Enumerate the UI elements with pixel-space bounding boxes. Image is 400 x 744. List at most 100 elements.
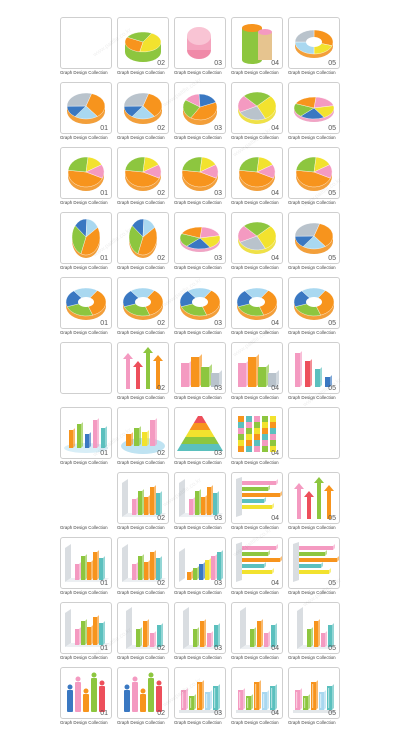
graph-thumbnail-11-5[interactable]: 05 Graph Design Collection [288, 667, 344, 730]
thumbnail-caption: Graph Design Collection [117, 330, 165, 335]
graph-thumbnail-6-3[interactable]: 03 Graph Design Collection [174, 342, 230, 405]
graph-thumbnail-7-4[interactable]: 04 Graph Design Collection [231, 407, 287, 470]
graph-thumbnail-1-3[interactable]: 03 Graph Design Collection [174, 17, 230, 80]
graph-thumbnail-4-1[interactable]: 01 Graph Design Collection [60, 212, 116, 275]
thumbnail-frame: 02 [117, 602, 169, 654]
thumbnail-caption: Graph Design Collection [60, 720, 108, 725]
graph-thumbnail-3-1[interactable]: 01 Graph Design Collection [60, 147, 116, 210]
thumbnail-frame: 03 [174, 342, 226, 394]
graph-thumbnail-10-2[interactable]: 02 Graph Design Collection [117, 602, 173, 665]
graph-thumbnail-8-1: Graph Design Collection [60, 472, 116, 535]
thumbnail-caption: Graph Design Collection [231, 330, 279, 335]
thumbnail-frame [60, 342, 112, 394]
graph-thumbnail-5-5[interactable]: 05 Graph Design Collection [288, 277, 344, 340]
thumbnail-caption: Graph Design Collection [288, 265, 336, 270]
graph-thumbnail-11-3[interactable]: 03 Graph Design Collection [174, 667, 230, 730]
thumbnail-frame: 03 [174, 17, 226, 69]
graph-thumbnail-10-3[interactable]: 03 Graph Design Collection [174, 602, 230, 665]
graph-thumbnail-3-4[interactable]: 04 Graph Design Collection [231, 147, 287, 210]
thumbnail-frame: 05 [288, 537, 340, 589]
chart-illustration-arrows-up [123, 347, 163, 389]
thumbnail-caption: Graph Design Collection [117, 200, 165, 205]
thumbnail-number: 04 [271, 580, 279, 587]
graph-thumbnail-9-2[interactable]: 02 Graph Design Collection [117, 537, 173, 600]
graph-thumbnail-7-1[interactable]: 01 Graph Design Collection [60, 407, 116, 470]
graph-thumbnail-6-2[interactable]: 02 Graph Design Collection [117, 342, 173, 405]
chart-illustration-bars-pink [295, 351, 332, 387]
thumbnail-frame: 03 [174, 537, 226, 589]
thumbnail-number: 02 [157, 190, 165, 197]
thumbnail-caption: Graph Design Collection [231, 655, 279, 660]
thumbnail-number: 03 [214, 450, 222, 457]
graph-thumbnail-8-5[interactable]: 05 Graph Design Collection [288, 472, 344, 535]
graph-thumbnail-5-3[interactable]: 03 Graph Design Collection [174, 277, 230, 340]
chart-illustration-bars-rising [179, 548, 223, 582]
thumbnail-number: 04 [271, 60, 279, 67]
chart-illustration-hbars [293, 542, 339, 582]
graph-thumbnail-6-4[interactable]: 04 Graph Design Collection [231, 342, 287, 405]
thumbnail-number: 03 [214, 190, 222, 197]
graph-thumbnail-8-4[interactable]: 04 Graph Design Collection [231, 472, 287, 535]
graph-thumbnail-3-3[interactable]: 03 Graph Design Collection [174, 147, 230, 210]
thumbnail-caption: Graph Design Collection [288, 720, 336, 725]
graph-thumbnail-9-3[interactable]: 03 Graph Design Collection [174, 537, 230, 600]
graph-thumbnail-9-1[interactable]: 01 Graph Design Collection [60, 537, 116, 600]
thumbnail-caption: Graph Design Collection [117, 655, 165, 660]
graph-thumbnail-4-3[interactable]: 03 Graph Design Collection [174, 212, 230, 275]
graph-thumbnail-11-1[interactable]: 01 Graph Design Collection [60, 667, 116, 730]
graph-thumbnail-2-2[interactable]: 02 Graph Design Collection [117, 82, 173, 145]
thumbnail-frame: 03 [174, 602, 226, 654]
chart-illustration-pie-explode [67, 156, 105, 191]
graph-thumbnail-1-2[interactable]: 02 Graph Design Collection [117, 17, 173, 80]
graph-thumbnail-4-5[interactable]: 05 Graph Design Collection [288, 212, 344, 275]
graph-thumbnail-6-1[interactable] [60, 342, 116, 405]
graph-thumbnail-10-4[interactable]: 04 Graph Design Collection [231, 602, 287, 665]
thumbnail-caption: Graph Design Collection [60, 590, 108, 595]
graph-thumbnail-8-2[interactable]: 02 Graph Design Collection [117, 472, 173, 535]
thumbnail-caption: Graph Design Collection [174, 200, 222, 205]
thumbnail-number: 03 [214, 320, 222, 327]
graph-thumbnail-6-5[interactable]: 05 Graph Design Collection [288, 342, 344, 405]
graph-thumbnail-7-5[interactable] [288, 407, 344, 470]
chart-illustration-blank [61, 18, 111, 68]
graph-thumbnail-5-4[interactable]: 04 Graph Design Collection [231, 277, 287, 340]
graph-thumbnail-5-2[interactable]: 02 Graph Design Collection [117, 277, 173, 340]
graph-thumbnail-1-1[interactable]: Graph Design Collection [60, 17, 116, 80]
graph-thumbnail-3-5[interactable]: 05 Graph Design Collection [288, 147, 344, 210]
thumbnail-frame: 04 [231, 407, 283, 459]
graph-thumbnail-10-5[interactable]: 05 Graph Design Collection [288, 602, 344, 665]
graph-thumbnail-2-1[interactable]: 01 Graph Design Collection [60, 82, 116, 145]
thumbnail-frame: 01 [60, 667, 112, 719]
thumbnail-number: 02 [157, 60, 165, 67]
thumbnail-number: 05 [328, 385, 336, 392]
graph-thumbnail-1-5[interactable]: 05 Graph Design Collection [288, 17, 344, 80]
graph-thumbnail-10-1[interactable]: 01 Graph Design Collection [60, 602, 116, 665]
graph-thumbnail-2-3[interactable]: 03 Graph Design Collection [174, 82, 230, 145]
chart-illustration-blank [61, 343, 111, 393]
graph-thumbnail-5-1[interactable]: 01 Graph Design Collection [60, 277, 116, 340]
graph-thumbnail-9-5[interactable]: 05 Graph Design Collection [288, 537, 344, 600]
thumbnail-frame: 05 [288, 342, 340, 394]
thumbnail-number: 05 [328, 255, 336, 262]
thumbnail-caption: Graph Design Collection [288, 135, 336, 140]
thumbnail-number: 03 [214, 385, 222, 392]
graph-thumbnail-8-3[interactable]: 03 Graph Design Collection [174, 472, 230, 535]
thumbnail-frame: 02 [117, 277, 169, 329]
graph-thumbnail-7-3[interactable]: 03 Graph Design Collection [174, 407, 230, 470]
graph-thumbnail-11-4[interactable]: 04 Graph Design Collection [231, 667, 287, 730]
graph-thumbnail-3-2[interactable]: 02 Graph Design Collection [117, 147, 173, 210]
graph-thumbnail-2-4[interactable]: 04 Graph Design Collection [231, 82, 287, 145]
chart-illustration-bars-platform [121, 418, 165, 454]
graph-thumbnail-2-5[interactable]: 05 Graph Design Collection [288, 82, 344, 145]
graph-thumbnail-11-2[interactable]: 02 Graph Design Collection [117, 667, 173, 730]
thumbnail-frame: 04 [231, 537, 283, 589]
graph-thumbnail-9-4[interactable]: 04 Graph Design Collection [231, 537, 287, 600]
graph-thumbnail-1-4[interactable]: 04 Graph Design Collection [231, 17, 287, 80]
thumbnail-caption: Graph Design Collection [174, 655, 222, 660]
thumbnail-caption: Graph Design Collection [288, 200, 336, 205]
graph-thumbnail-7-2[interactable]: 02 Graph Design Collection [117, 407, 173, 470]
graph-thumbnail-4-2[interactable]: 02 Graph Design Collection [117, 212, 173, 275]
chart-illustration-pie-flat [123, 92, 163, 124]
graph-thumbnail-4-4[interactable]: 04 Graph Design Collection [231, 212, 287, 275]
thumbnail-number: 02 [157, 255, 165, 262]
